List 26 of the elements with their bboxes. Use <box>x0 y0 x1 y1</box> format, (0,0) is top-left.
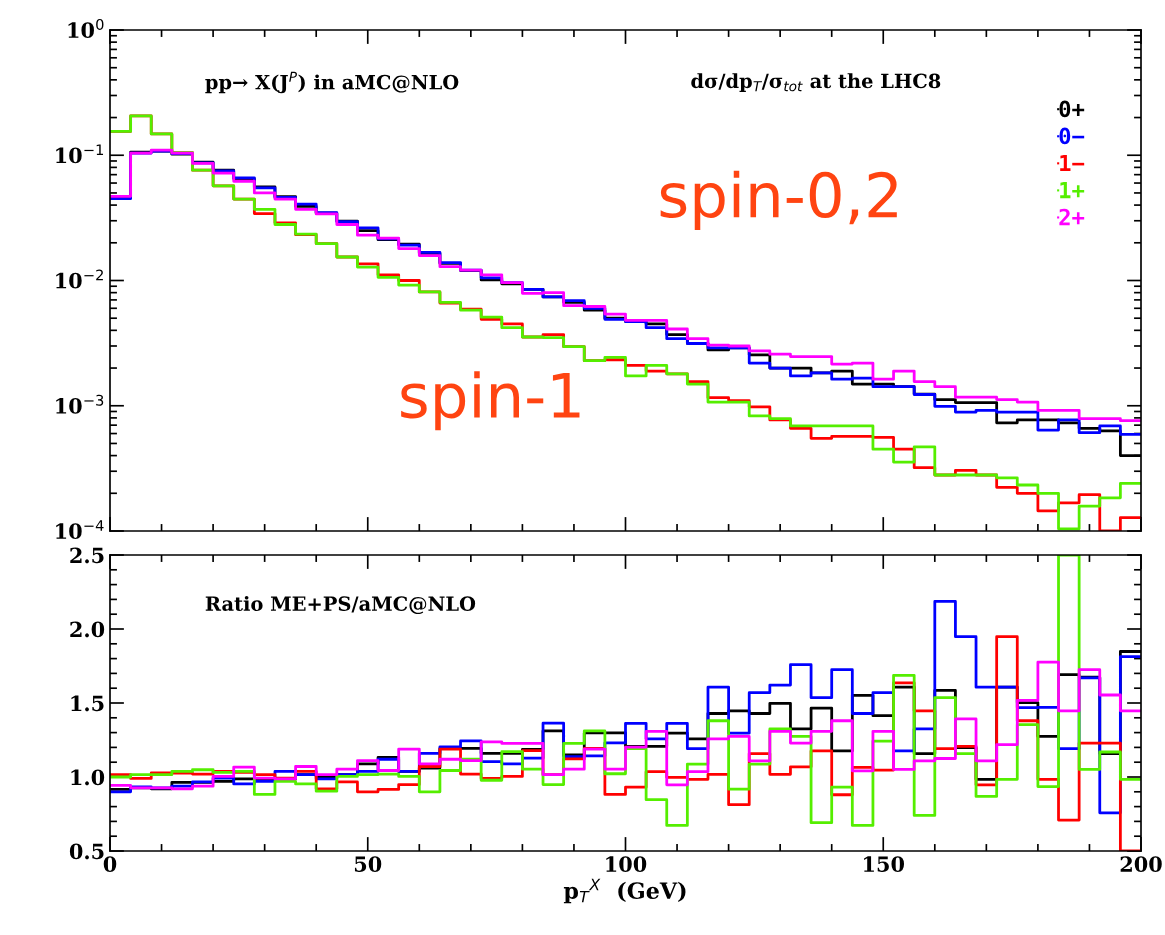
x-tick-label: 200 <box>1120 856 1162 872</box>
y-tick-label: 1.0 <box>71 769 105 786</box>
y-tick-label: 2.5 <box>70 547 104 564</box>
y-tick-label: 10$^{−3}$ <box>56 394 104 414</box>
annotation: dσ/dp$_{T}$/σ$_{tot}$ at the LHC8 <box>691 73 941 92</box>
y-tick-label: 0.5 <box>69 843 104 860</box>
legend-label: 0− <box>1059 127 1085 145</box>
y-tick-label: 2.0 <box>70 621 105 638</box>
y-tick-label: 10$^{−2}$ <box>56 269 103 289</box>
y-tick-label: 10$^{0}$ <box>68 18 104 39</box>
legend-label: 1+ <box>1060 181 1085 199</box>
annotation: Ratio ME+PS/aMC@NLO <box>205 595 476 615</box>
x-tick-label: 0 <box>103 856 117 872</box>
y-tick-label: 10$^{−1}$ <box>56 144 104 164</box>
annotation: spin-0,2 <box>660 170 897 230</box>
annotation: pp→ X(J$^{P}$) in aMC@NLO <box>205 71 459 94</box>
x-tick-label: 150 <box>864 856 905 872</box>
y-tick-label: 10$^{−4}$ <box>56 520 104 540</box>
legend-label: 0+ <box>1059 100 1085 118</box>
legend-label: 1− <box>1060 154 1085 172</box>
x-axis-title: p$_{T}$$^{X}$ (GeV) <box>563 878 686 904</box>
x-tick-label: 50 <box>354 856 382 872</box>
annotation: spin-1 <box>401 371 580 431</box>
y-tick-label: 1.5 <box>71 695 104 712</box>
x-tick-label: 100 <box>606 856 647 872</box>
legend-label: 2+ <box>1059 208 1085 226</box>
